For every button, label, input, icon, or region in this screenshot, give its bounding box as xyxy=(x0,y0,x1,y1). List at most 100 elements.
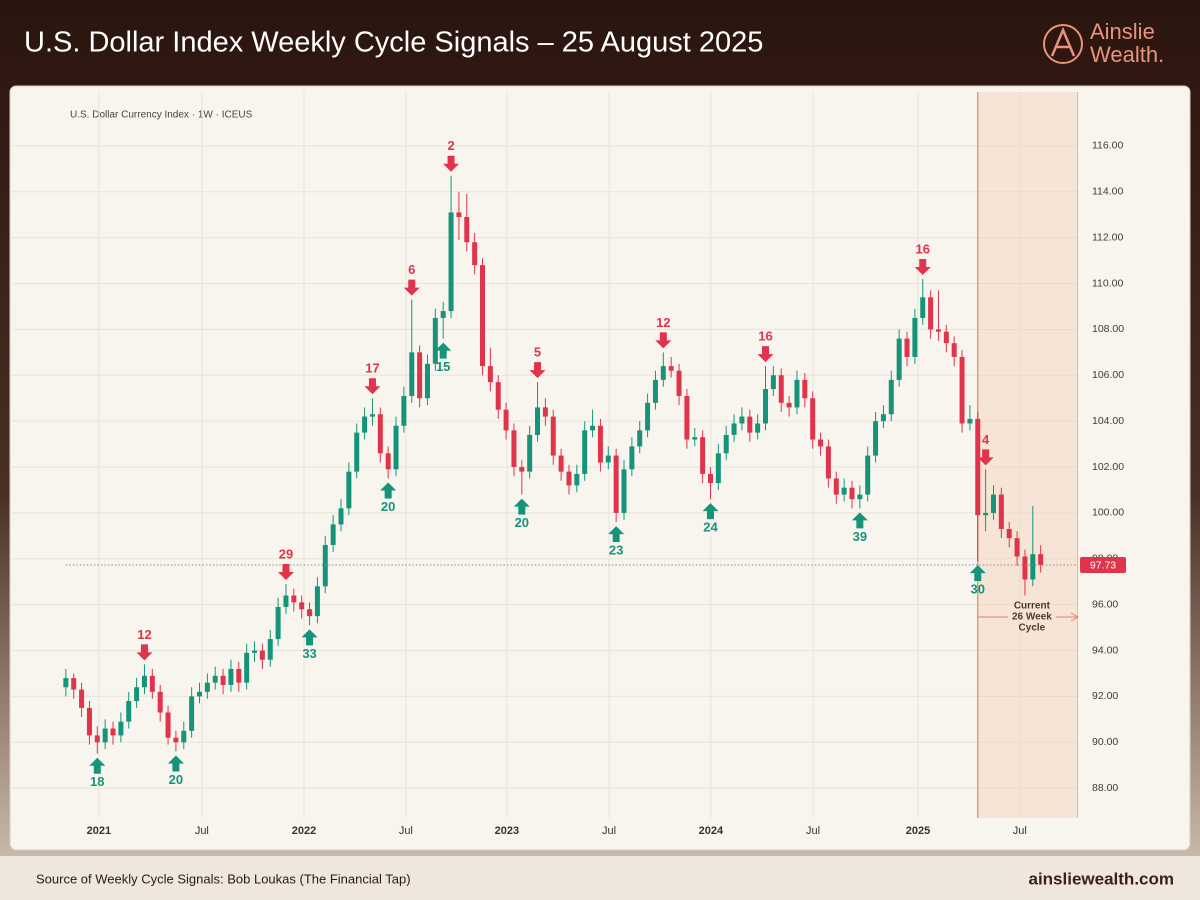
candle-body xyxy=(794,379,800,408)
logo-ring xyxy=(1043,24,1083,64)
candle-body xyxy=(377,414,383,454)
candle-body xyxy=(220,675,226,685)
x-tick-label: Jul xyxy=(399,825,413,837)
signal-label: 33 xyxy=(302,646,316,661)
candle-body xyxy=(212,675,218,683)
signal-label: 29 xyxy=(279,546,293,561)
signal-arrow xyxy=(435,342,452,359)
candle-body xyxy=(582,430,588,474)
candle-body xyxy=(126,701,132,722)
candle-body xyxy=(566,471,572,486)
chart-subtitle: U.S. Dollar Currency Index · 1W · ICEUS xyxy=(70,110,253,121)
candle-body xyxy=(990,494,996,513)
y-tick-label: 102.00 xyxy=(1092,461,1124,473)
candle-body xyxy=(542,407,548,417)
y-tick-label: 110.00 xyxy=(1092,277,1123,289)
candle-body xyxy=(684,395,690,440)
candle-body xyxy=(1030,554,1036,580)
logo-text: Wealth. xyxy=(1090,42,1164,67)
last-price-label: 97.73 xyxy=(1090,559,1116,571)
candle-body xyxy=(692,437,698,440)
candle-body xyxy=(480,265,486,367)
candle-body xyxy=(86,707,92,736)
candle-body xyxy=(841,487,847,495)
candle-body xyxy=(715,453,721,484)
plot-area xyxy=(63,92,1078,818)
y-tick-label: 116.00 xyxy=(1092,140,1123,152)
signal-arrow xyxy=(513,498,530,515)
candle-body xyxy=(134,687,140,702)
candle-body xyxy=(228,668,234,685)
candle-body xyxy=(236,668,242,683)
site-url: ainsliewealth.com xyxy=(1029,869,1175,888)
signal-label: 16 xyxy=(758,329,772,344)
candle-body xyxy=(833,478,839,495)
signal-label: 20 xyxy=(381,499,395,514)
candle-body xyxy=(959,356,965,424)
candle-body xyxy=(857,494,863,500)
y-tick-label: 94.00 xyxy=(1092,644,1118,656)
grid xyxy=(12,92,1078,818)
signal-label: 16 xyxy=(916,241,930,256)
candle-body xyxy=(314,586,320,617)
signal-label: 6 xyxy=(408,262,415,277)
signal-arrow xyxy=(757,346,774,363)
candle-body xyxy=(79,689,85,708)
candle-body xyxy=(495,382,501,410)
x-tick-label: 2025 xyxy=(906,825,930,837)
signal-label: 24 xyxy=(703,520,718,535)
signal-label: 5 xyxy=(534,345,541,360)
candle-body xyxy=(71,678,77,690)
candle-body xyxy=(244,652,250,683)
candle-body xyxy=(904,338,910,357)
x-tick-label: 2021 xyxy=(87,825,111,837)
signal-arrow xyxy=(136,644,153,661)
signal-arrow xyxy=(364,378,381,395)
signal-arrow xyxy=(702,503,719,520)
candle-body xyxy=(275,606,281,640)
candle-body xyxy=(252,650,258,653)
candle-body xyxy=(707,473,713,484)
candle-body xyxy=(196,691,202,697)
x-tick-label: 2023 xyxy=(495,825,519,837)
candle-body xyxy=(322,545,328,587)
candle-body xyxy=(204,682,210,692)
signal-arrow xyxy=(403,279,420,296)
candle-body xyxy=(818,439,824,447)
signal-arrow xyxy=(277,564,294,581)
signal-arrow xyxy=(977,449,994,466)
signal-label: 23 xyxy=(609,543,623,558)
last-price-tag xyxy=(1080,556,1126,573)
candle-body xyxy=(165,712,171,738)
signal-label: 20 xyxy=(515,515,529,530)
signal-arrow xyxy=(969,565,986,582)
logo-mark xyxy=(1050,26,1076,57)
x-tick-label: Jul xyxy=(195,825,209,837)
candle-body xyxy=(440,311,446,318)
candle-body xyxy=(629,446,635,470)
candle-body xyxy=(935,329,941,332)
y-tick-label: 112.00 xyxy=(1092,231,1123,243)
signal-arrow xyxy=(655,332,672,349)
signal-arrow xyxy=(443,155,460,172)
candle-body xyxy=(448,212,454,312)
candle-body xyxy=(998,494,1004,529)
cycle-arrowhead xyxy=(1070,612,1080,622)
candle-body xyxy=(676,370,682,396)
candle-body xyxy=(409,352,415,396)
signal-label: 20 xyxy=(169,772,183,787)
candle-body xyxy=(975,418,981,516)
candle-body xyxy=(825,446,831,479)
y-tick-label: 92.00 xyxy=(1092,690,1118,702)
candle-body xyxy=(472,242,478,266)
x-tick-label: Jul xyxy=(1013,825,1027,837)
signal-label: 18 xyxy=(90,774,104,789)
candle-body xyxy=(385,453,391,470)
candle-body xyxy=(456,212,462,218)
candle-body xyxy=(558,455,564,472)
candle-body xyxy=(943,331,949,344)
candle-body xyxy=(511,430,517,468)
candle-body xyxy=(645,402,651,431)
candle-body xyxy=(259,650,265,660)
